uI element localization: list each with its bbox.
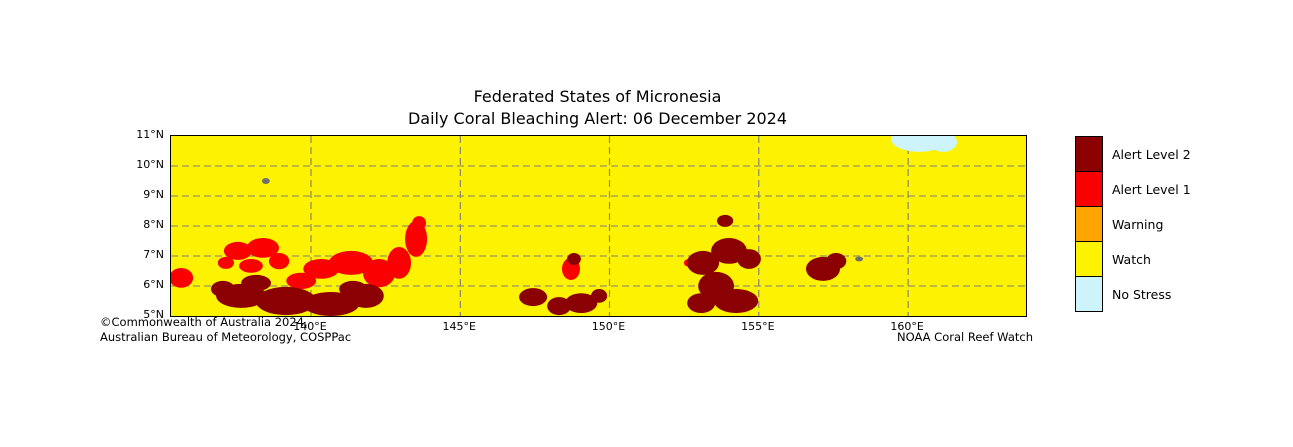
attribution: ©Commonwealth of Australia 2024, Austral…	[100, 315, 351, 344]
bleaching-alert-map	[171, 136, 1026, 316]
figure-title: Federated States of Micronesia Daily Cor…	[170, 86, 1025, 130]
legend-swatch-no_stress	[1075, 276, 1103, 312]
map-region-alert2	[339, 280, 368, 298]
legend-swatch-watch	[1075, 241, 1103, 277]
legend-swatch-alert2	[1075, 136, 1103, 172]
legend-entry-watch: Watch	[1075, 241, 1191, 277]
y-tick-label: 5°N	[143, 308, 164, 321]
legend-entry-no_stress: No Stress	[1075, 276, 1191, 312]
map-region-alert1	[223, 241, 252, 260]
legend-entry-warning: Warning	[1075, 206, 1191, 242]
map-region-alert2	[519, 288, 548, 307]
map-region-alert2	[255, 286, 317, 316]
map-region-alert1	[246, 238, 279, 258]
legend-label-no_stress: No Stress	[1112, 286, 1172, 302]
map-region-alert2	[714, 289, 759, 313]
map-region-alert2	[211, 280, 235, 298]
title-alert-date: Daily Coral Bleaching Alert: 06 December…	[407, 109, 788, 128]
map-region-alert2	[241, 274, 271, 292]
map-region-alert2	[302, 292, 360, 316]
map-region-alert2	[686, 250, 720, 275]
x-tick-label: 145°E	[442, 320, 476, 333]
legend-entry-alert1: Alert Level 1	[1075, 171, 1191, 207]
x-tick-label: 160°E	[890, 320, 924, 333]
map-region-alert2	[717, 214, 734, 227]
map-region-alert1	[405, 220, 428, 257]
y-tick-label: 9°N	[143, 188, 164, 201]
legend-label-alert1: Alert Level 1	[1112, 181, 1191, 197]
map-region-alert2	[687, 293, 716, 313]
map-region-alert1	[171, 268, 194, 288]
map-region-alert2	[565, 293, 598, 313]
legend-entry-alert2: Alert Level 2	[1075, 136, 1191, 172]
map-region-alert1	[239, 259, 263, 273]
map-region-alert1	[286, 272, 317, 289]
map-region-alert2	[567, 253, 581, 265]
x-tick-label: 150°E	[591, 320, 626, 333]
map-frame	[170, 135, 1027, 317]
map-region-alert1	[217, 256, 234, 269]
legend: Alert Level 2 Alert Level 1 Warning Watch No…	[1075, 136, 1191, 312]
map-region-alert2	[825, 253, 847, 270]
noaa-credit: NOAA Coral Reef Watch	[897, 330, 1033, 344]
legend-swatch-alert1	[1075, 171, 1103, 207]
map-region-alert1	[328, 250, 374, 275]
map-region-land	[855, 256, 863, 262]
x-tick-label: 155°E	[741, 320, 775, 333]
attribution-line2: Australian Bureau of Meteorology, COSPPa…	[100, 329, 352, 344]
map-region-land	[262, 178, 270, 184]
attribution-line1: ©Commonwealth of Australia 2024,	[100, 315, 308, 329]
map-region-alert1	[412, 216, 426, 230]
title-region: Federated States of Micronesia	[473, 87, 722, 106]
map-region-alert1	[387, 247, 411, 279]
map-region-alert2	[737, 249, 761, 269]
y-tick-label: 7°N	[143, 248, 164, 261]
map-region-alert2	[547, 297, 571, 316]
map-region-no_stress	[929, 136, 957, 152]
map-regions	[171, 136, 957, 316]
legend-label-warning: Warning	[1112, 216, 1164, 232]
y-tick-label: 11°N	[136, 128, 164, 141]
map-region-alert1	[363, 259, 396, 288]
y-tick-label: 6°N	[143, 278, 164, 291]
legend-label-watch: Watch	[1112, 251, 1151, 267]
y-tick-label: 8°N	[143, 218, 164, 231]
x-tick-label: 140°E	[293, 320, 327, 333]
y-tick-label: 10°N	[136, 158, 164, 171]
map-region-alert1	[268, 253, 290, 270]
legend-label-alert2: Alert Level 2	[1112, 146, 1191, 162]
map-region-alert2	[591, 289, 608, 303]
legend-swatch-warning	[1075, 206, 1103, 242]
map-ocean-watch-level	[171, 136, 1026, 316]
